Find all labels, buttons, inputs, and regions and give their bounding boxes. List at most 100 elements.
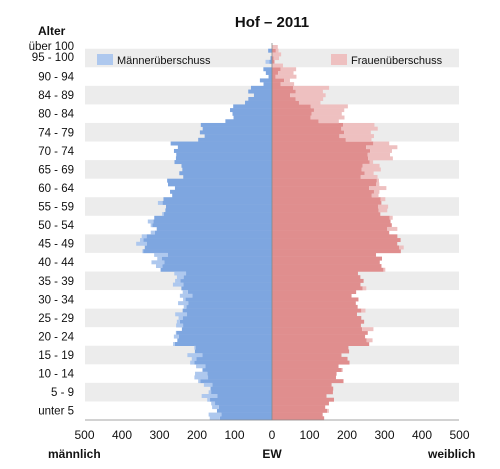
female-bar	[272, 405, 326, 410]
female-surplus-bar	[343, 122, 375, 127]
male-bar	[219, 416, 272, 421]
chart-title: Hof – 2011	[235, 14, 309, 31]
male-bar	[215, 401, 272, 406]
male-bar	[144, 245, 272, 250]
male-bar	[232, 111, 272, 116]
female-bar	[272, 316, 362, 321]
male-bar	[268, 48, 272, 53]
male-bar	[154, 215, 272, 220]
female-surplus-bar	[275, 48, 279, 53]
female-surplus-bar	[369, 160, 374, 165]
male-bar	[195, 345, 272, 350]
male-bar	[143, 249, 272, 254]
female-bar	[272, 48, 276, 53]
male-bar	[186, 271, 272, 276]
female-bar	[272, 167, 362, 172]
female-bar	[272, 353, 342, 358]
male-bar	[174, 160, 272, 165]
legend-male-label: Männerüberschuss	[117, 55, 211, 67]
male-surplus-bar	[210, 386, 211, 391]
female-surplus-bar	[373, 189, 380, 194]
female-surplus-bar	[387, 226, 398, 231]
female-bar	[272, 189, 374, 194]
male-bar	[199, 130, 272, 135]
female-surplus-bar	[272, 52, 282, 57]
x-tick-label: 300	[149, 428, 169, 442]
female-bar	[272, 56, 274, 61]
female-surplus-bar	[377, 204, 389, 209]
female-bar	[272, 204, 378, 209]
male-bar	[202, 126, 272, 131]
male-bar	[174, 342, 272, 346]
female-bar	[272, 371, 337, 376]
male-bar	[212, 382, 272, 387]
female-bar	[272, 334, 366, 339]
age-tick-label: 20 - 24	[38, 331, 74, 343]
male-surplus-bar	[178, 301, 189, 306]
male-surplus-bar	[187, 353, 203, 358]
age-tick-label: 60 - 64	[38, 183, 74, 195]
female-surplus-bar	[339, 134, 374, 139]
male-bar	[143, 238, 272, 243]
female-bar	[272, 212, 381, 217]
male-bar	[183, 275, 272, 280]
male-surplus-bar	[198, 379, 201, 384]
age-tick-label: über 100	[29, 41, 74, 53]
female-bar	[272, 122, 344, 127]
female-bar	[272, 67, 281, 72]
age-tick-label: 74 - 79	[38, 127, 74, 139]
female-bar	[272, 364, 339, 369]
female-bar	[272, 408, 328, 413]
female-bar	[272, 330, 368, 335]
male-bar	[200, 122, 272, 127]
male-bar	[162, 200, 272, 205]
x-tick-label: 200	[337, 428, 357, 442]
female-bar	[272, 115, 311, 120]
x-tick-label: 100	[299, 428, 319, 442]
female-surplus-bar	[310, 115, 345, 120]
female-surplus-bar	[273, 56, 279, 61]
male-bar	[163, 197, 272, 202]
female-bar	[272, 223, 392, 228]
male-bar	[165, 208, 272, 213]
female-bar	[272, 156, 369, 161]
male-bar	[181, 286, 272, 291]
male-bar	[160, 267, 272, 272]
female-surplus-bar	[376, 178, 379, 183]
female-bar	[272, 152, 368, 157]
female-surplus-bar	[341, 126, 378, 131]
age-tick-label: 30 - 34	[38, 294, 74, 306]
female-bar	[272, 349, 350, 354]
female-surplus-bar	[295, 96, 324, 101]
female-bar	[272, 356, 348, 361]
male-surplus-bar	[151, 260, 165, 265]
female-bar	[272, 397, 334, 402]
male-bar	[248, 89, 272, 94]
x-tick-label: 400	[412, 428, 432, 442]
female-bar	[272, 163, 363, 168]
x-tick-label: 300	[374, 428, 394, 442]
female-bar	[272, 379, 344, 384]
female-surplus-bar	[344, 130, 371, 135]
female-surplus-bar	[318, 119, 339, 124]
age-tick-label: 15 - 19	[38, 350, 74, 362]
surplus-bars	[136, 45, 404, 421]
male-surplus-bar	[209, 416, 220, 421]
male-bar	[248, 96, 272, 101]
female-bar	[272, 386, 334, 391]
male-surplus-bar	[196, 364, 206, 369]
female-bar	[272, 171, 365, 176]
female-bar	[272, 360, 350, 365]
male-bar	[218, 405, 272, 410]
male-bar	[233, 115, 272, 120]
age-tick-label: 10 - 14	[38, 369, 74, 381]
male-surplus-bar	[176, 275, 184, 280]
female-surplus-bar	[361, 167, 381, 172]
male-surplus-bar	[194, 345, 196, 350]
male-bar	[202, 368, 272, 372]
female-surplus-bar	[311, 111, 342, 116]
male-surplus-bar	[172, 282, 184, 287]
male-bar	[194, 360, 272, 365]
female-bar	[272, 345, 349, 350]
